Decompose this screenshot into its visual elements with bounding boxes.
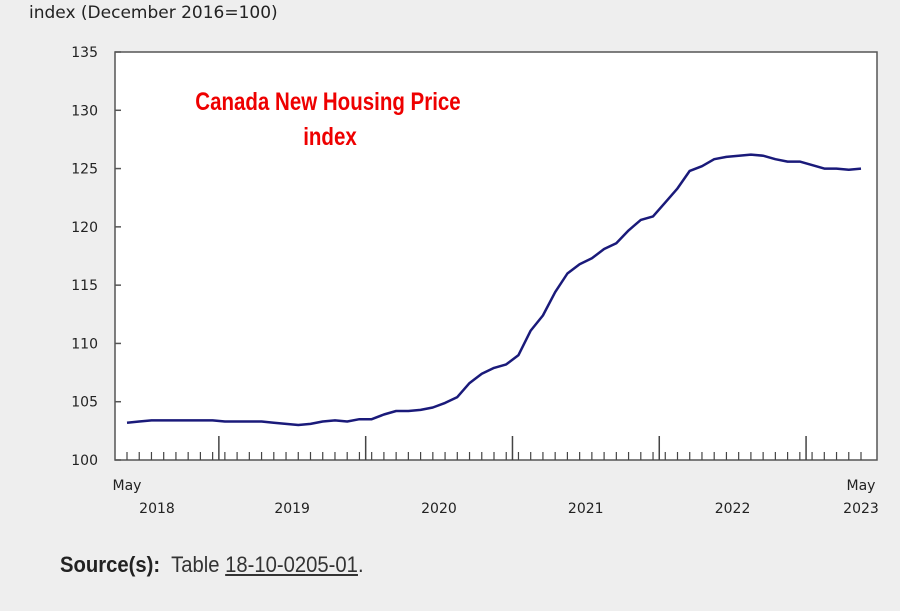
x-year-label: 2023 bbox=[843, 501, 879, 517]
x-year-label: 2018 bbox=[139, 501, 175, 517]
y-tick-label: 125 bbox=[71, 162, 98, 178]
x-end-month-label: May bbox=[847, 478, 876, 494]
source-table-link[interactable]: 18-10-0205-01 bbox=[225, 552, 358, 577]
x-start-month-label: May bbox=[113, 478, 142, 494]
y-tick-label: 115 bbox=[71, 278, 98, 294]
y-tick-label: 110 bbox=[71, 336, 98, 352]
x-year-label: 2022 bbox=[715, 501, 751, 517]
chart-title-line-2: index bbox=[303, 122, 357, 150]
plot-area bbox=[114, 51, 878, 461]
source-label: Source(s): bbox=[60, 552, 161, 577]
source-suffix: . bbox=[357, 552, 364, 577]
y-tick-label: 135 bbox=[71, 45, 98, 61]
chart-title-line-1: Canada New Housing Price bbox=[195, 87, 460, 115]
y-tick-label: 120 bbox=[71, 220, 98, 236]
x-year-label: 2019 bbox=[274, 501, 310, 517]
line-chart: 100 105 110 115 120 125 130 135 May May 2018 2019 2… bbox=[71, 45, 879, 517]
source-prefix: Table bbox=[171, 552, 220, 577]
y-tick-label: 130 bbox=[71, 103, 98, 119]
y-tick-label: 105 bbox=[71, 395, 98, 411]
x-year-label: 2020 bbox=[421, 501, 457, 517]
x-year-label: 2021 bbox=[568, 501, 604, 517]
y-tick-label: 100 bbox=[71, 453, 98, 469]
source-note: Source(s): Table 18-10-0205-01. bbox=[60, 552, 364, 578]
y-axis-title: index (December 2016=100) bbox=[29, 3, 278, 23]
